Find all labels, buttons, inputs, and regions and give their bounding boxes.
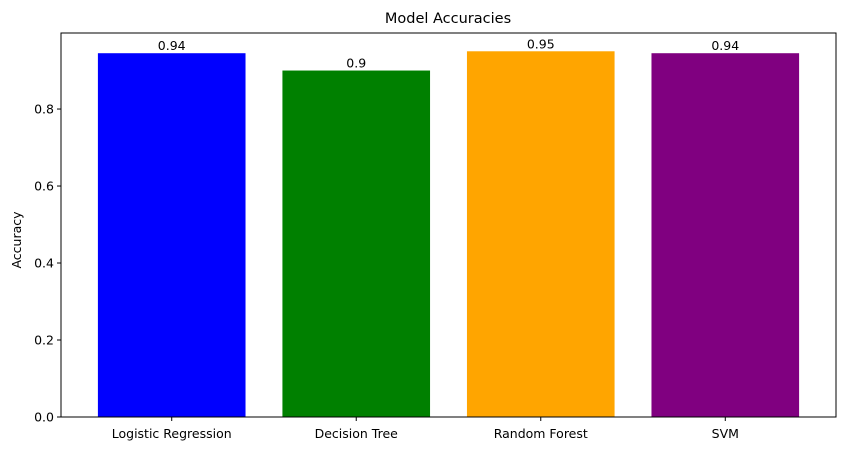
bars-layer: [97, 51, 800, 418]
x-tick-label: Decision Tree: [315, 426, 399, 441]
bar-random-forest: [466, 51, 615, 418]
y-tick-label: 0.6: [34, 179, 54, 194]
data-label: 0.94: [711, 38, 739, 53]
y-tick-label: 0.2: [34, 333, 54, 348]
y-tick-label: 0.8: [34, 102, 54, 117]
y-tick-label: 0.4: [34, 256, 54, 271]
data-label: 0.95: [527, 36, 555, 51]
bar-logistic-regression: [97, 53, 246, 418]
plot-frame: [60, 32, 837, 418]
bar-decision-tree: [282, 70, 431, 417]
chart-title: Model Accuracies: [385, 11, 511, 27]
data-label: 0.94: [158, 38, 186, 53]
bar-svm: [651, 53, 800, 418]
x-tick-label: SVM: [712, 426, 739, 441]
y-tick-label: 0.0: [34, 410, 54, 425]
ticks-layer: Logistic Regression Decision Tree Random F…: [34, 102, 739, 441]
x-tick-label: Logistic Regression: [112, 426, 232, 441]
x-tick-label: Random Forest: [494, 426, 588, 441]
y-axis-label: Accuracy: [9, 211, 24, 269]
data-label: 0.9: [346, 56, 366, 71]
data-labels-layer: 0.94 0.9 0.95 0.94: [158, 36, 739, 70]
